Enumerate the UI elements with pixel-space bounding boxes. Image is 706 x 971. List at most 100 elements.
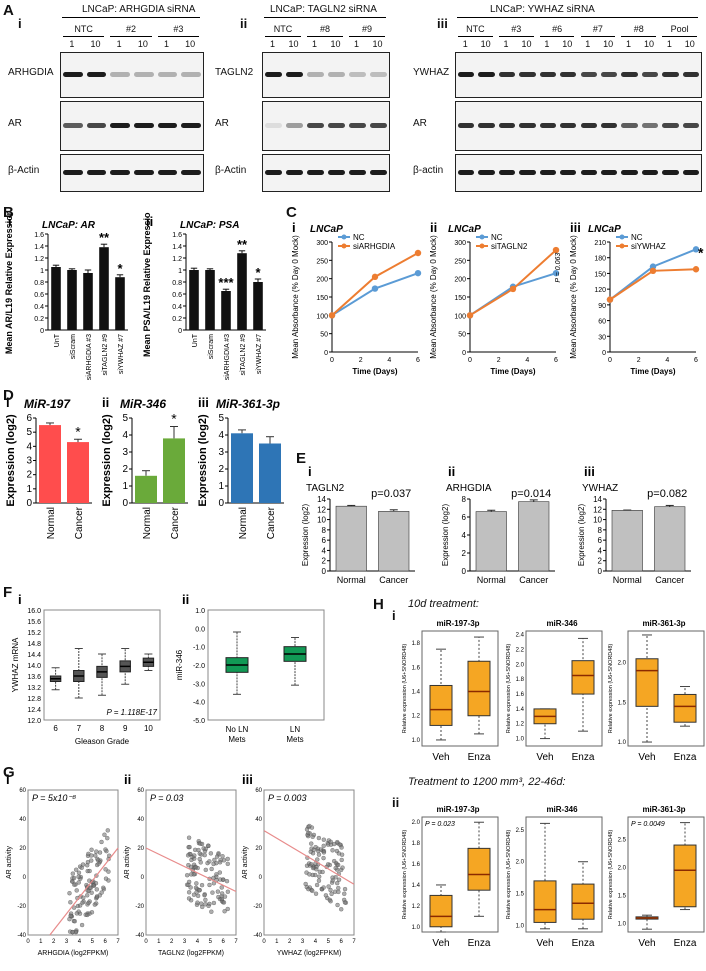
- scatter-point: [314, 882, 320, 888]
- y-tick-label: 1.4: [172, 244, 182, 251]
- y-tick-label: 1.4: [34, 244, 44, 251]
- chart-Eii: ii ARHGDIA 0 2 4 6 8 Expression (log2) Normal Can…: [441, 464, 555, 585]
- scatter-point: [339, 845, 344, 850]
- y-tick-label: 300: [454, 240, 466, 247]
- scatter-point: [86, 900, 91, 906]
- x-tick-label: Veh: [638, 938, 655, 949]
- y-tick-label: 15.2: [27, 630, 41, 637]
- y-tick-label: 20: [137, 846, 144, 852]
- scatter-point: [85, 912, 90, 918]
- series-point: [466, 312, 474, 319]
- x-axis-label: Time (Days): [630, 367, 676, 376]
- scatter-point: [186, 853, 191, 858]
- y-tick-label: 0: [26, 498, 32, 509]
- blot-group-rule-Aiii: [580, 36, 616, 37]
- blot-band: [370, 123, 387, 128]
- blot-group-Aiii: Pool: [670, 24, 689, 34]
- chart-Di: i MiR-197 0 1 2 3 4 5 6 Expression (log2) Normal * C…: [5, 395, 92, 539]
- panel-roman: i: [6, 395, 10, 410]
- blot-band: [86, 72, 107, 77]
- legend-label: NC: [631, 233, 643, 242]
- x-tick-label: 5: [327, 939, 331, 945]
- y-tick-label: 0.4: [172, 304, 182, 311]
- x-tick-label: 7: [352, 939, 356, 945]
- blot-title-Ai: LNCaP: ARHGDIA siRNA: [82, 4, 196, 15]
- y-tick-label: 3: [218, 447, 224, 458]
- y-tick-label: 6: [26, 413, 32, 424]
- y-tick-label: 1.0: [412, 738, 421, 744]
- blot-band: [519, 170, 536, 175]
- blot-band: [621, 170, 638, 175]
- scatter-point: [79, 922, 85, 928]
- y-tick-label: 0: [141, 875, 145, 881]
- blot-lane-label-Aiii: 10: [684, 39, 695, 49]
- x-tick-label: 6: [416, 357, 420, 364]
- blot-group-Aii: #8: [319, 24, 330, 34]
- p-value: P = 0.0049: [631, 821, 665, 828]
- y-tick-label: 13.2: [27, 685, 41, 692]
- x-tick-label: 1: [39, 939, 43, 945]
- y-tick-label: -1.0: [193, 645, 205, 652]
- scatter-point: [191, 892, 197, 897]
- blot-group-rule-Aiii: [662, 36, 697, 37]
- y-tick-label: -5.0: [193, 718, 205, 725]
- trend-line: [49, 847, 119, 936]
- legend-marker: [341, 243, 347, 249]
- scatter-point: [68, 913, 73, 918]
- x-tick-label: 4: [387, 357, 391, 364]
- blot-group-rule-Aii: [349, 36, 385, 37]
- x-tick-label: Veh: [432, 752, 449, 763]
- scatter-point: [70, 929, 75, 935]
- blot-band: [63, 170, 83, 175]
- y-tick-label: 150: [454, 295, 466, 302]
- legend-marker: [619, 234, 625, 240]
- series-point: [509, 285, 517, 293]
- blot-lane-label-Aiii: 10: [562, 39, 573, 49]
- x-tick-label: siTAGLN2 #9: [102, 334, 109, 376]
- scatter-point: [81, 895, 86, 900]
- x-tick-label: 6: [694, 357, 698, 364]
- scatter-point: [321, 837, 326, 842]
- y-tick-label: 1.2: [516, 722, 525, 728]
- y-tick-label: 200: [454, 277, 466, 284]
- x-tick-label: 2: [497, 357, 501, 364]
- x-tick-label: 7: [77, 724, 82, 733]
- y-tick-label: 2.2: [516, 648, 525, 654]
- x-tick-label: Enza: [674, 752, 697, 763]
- y-axis-label: Mean PSA/L19 Relative Expression: [142, 212, 152, 357]
- x-tick-label: 6: [103, 939, 107, 945]
- scatter-point: [335, 881, 340, 886]
- box: [635, 658, 659, 707]
- scatter-point: [210, 890, 215, 895]
- y-tick-label: -3.0: [193, 681, 205, 688]
- blot-title-rule-Aii: [264, 17, 386, 18]
- y-tick-label: 0: [462, 350, 466, 357]
- chart-title: miR-197-3p: [436, 805, 479, 814]
- scatter-point: [316, 878, 322, 883]
- scatter-point: [225, 906, 230, 912]
- significance-mark: ***: [218, 275, 234, 290]
- bar: [253, 282, 263, 330]
- significance-mark: *: [75, 423, 81, 439]
- x-axis-label: Time (Days): [352, 367, 398, 376]
- scatter-point: [193, 885, 199, 890]
- scatter-point: [310, 888, 315, 893]
- y-tick-label: 15.6: [27, 619, 41, 626]
- scatter-point: [202, 893, 207, 898]
- y-tick-label: 100: [316, 313, 328, 320]
- blot-band: [63, 123, 83, 128]
- h-roman-i: i: [392, 608, 396, 623]
- blot-group-Aiii: NTC: [466, 24, 485, 34]
- scatter-point: [74, 867, 79, 872]
- bar: [163, 438, 185, 503]
- y-tick-label: -40: [253, 933, 262, 939]
- h-roman-ii: ii: [392, 795, 400, 810]
- y-tick-label: -40: [17, 933, 26, 939]
- scatter-point: [342, 900, 348, 905]
- x-tick-label: Enza: [572, 938, 595, 949]
- plot-frame: [525, 630, 603, 747]
- y-tick-label: 2.0: [516, 662, 525, 668]
- x-tick-label: 10: [144, 724, 153, 733]
- blot-band: [458, 170, 475, 175]
- scatter-point: [224, 879, 230, 884]
